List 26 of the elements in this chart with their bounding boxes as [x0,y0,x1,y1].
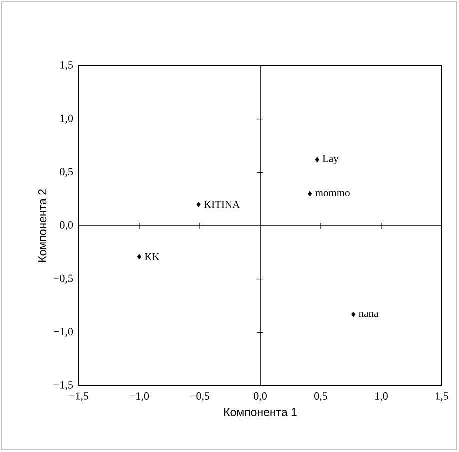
annotation: nana [359,312,379,318]
y-tick-label: 0,0 [60,221,74,230]
x-tick-label: 0,0 [254,392,267,402]
annotation: KK [145,253,160,260]
annotation: KITINA [204,201,240,208]
x-axis-title: Компонента 1 [224,408,297,416]
x-tick-label: 1,0 [376,392,388,402]
y-tick-label: −1,0 [54,328,74,338]
x-tick-label: 0,5 [314,392,328,402]
y-tick-label: 1,0 [60,114,74,124]
x-tick-label: 1,5 [436,392,448,402]
point [308,191,312,197]
x-tick-label: −1,5 [70,392,89,402]
annotation: Lay [322,155,339,164]
y-tick-label: 0,5 [60,168,74,178]
y-axis-title: Компонента 2 [38,190,47,262]
annotation: mommo [316,191,350,197]
point [315,157,320,163]
point [352,312,356,318]
y-tick-label: 1,5 [60,62,74,70]
x-tick-label: −0,5 [190,392,210,402]
y-tick-label: −0,5 [54,274,74,284]
point [196,202,201,208]
point [137,254,142,260]
y-tick-label: −1,5 [54,382,74,390]
x-tick-label: −1,0 [130,392,150,402]
